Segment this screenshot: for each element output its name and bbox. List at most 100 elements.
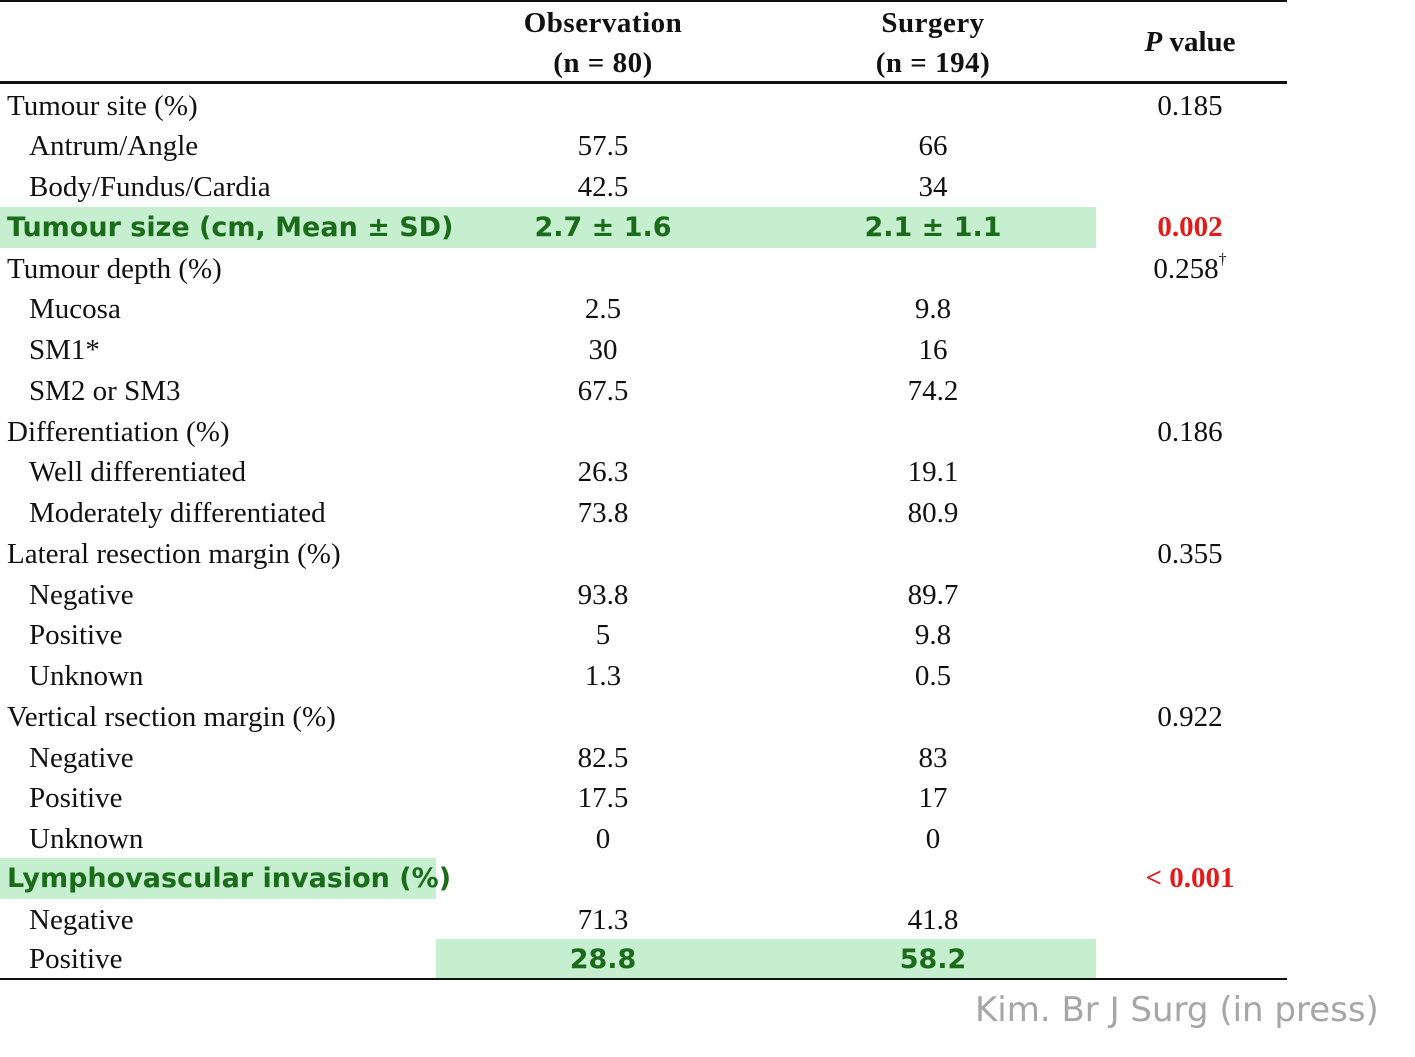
surgery-value	[783, 249, 1083, 290]
observation-value	[453, 412, 753, 453]
row-label: Antrum/Angle	[29, 130, 199, 162]
p-value	[1090, 819, 1290, 860]
observation-value	[453, 858, 753, 899]
observation-count: (n = 80)	[553, 47, 653, 79]
p-value: 0.185	[1157, 90, 1223, 122]
row-label: Moderately differentiated	[29, 497, 326, 529]
surgery-value	[783, 697, 1083, 738]
surgery-value: 41.8	[907, 904, 959, 936]
row-label: Lateral resection margin (%)	[7, 538, 341, 570]
row-label: Negative	[29, 904, 134, 936]
table-row: Moderately differentiated 73.8 80.9	[0, 493, 1287, 534]
row-label: Body/Fundus/Cardia	[29, 171, 271, 203]
observation-value: 26.3	[577, 456, 629, 488]
dagger-footnote-mark: †	[1218, 251, 1227, 268]
observation-value: 0	[595, 823, 611, 855]
p-word: value	[1169, 26, 1236, 58]
table-header-rule	[0, 81, 1287, 84]
p-value-number: 0.258	[1153, 253, 1219, 285]
p-value: 0.258†	[1090, 249, 1290, 290]
table-bottom-rule	[0, 978, 1287, 980]
table-row: Positive 17.5 17	[0, 778, 1287, 819]
table-top-rule	[0, 0, 1287, 2]
surgery-value: 89.7	[907, 579, 959, 611]
table-row: Positive 5 9.8	[0, 615, 1287, 656]
p-value	[1090, 452, 1290, 493]
p-value	[1090, 900, 1290, 941]
table-row: Tumour site (%) 0.185	[0, 86, 1287, 127]
observation-value	[453, 697, 753, 738]
table-row: Lateral resection margin (%) 0.355	[0, 534, 1287, 575]
surgery-value: 80.9	[907, 497, 959, 529]
table-row: Body/Fundus/Cardia 42.5 34	[0, 167, 1287, 208]
surgery-value: 74.2	[907, 375, 959, 407]
p-value	[1090, 738, 1290, 779]
p-value	[1090, 167, 1290, 208]
surgery-value: 16	[918, 334, 948, 366]
p-value	[1090, 289, 1290, 330]
p-value	[1090, 330, 1290, 371]
surgery-value	[783, 86, 1083, 127]
observation-value	[453, 86, 753, 127]
column-header-surgery: Surgery (n = 194)	[783, 3, 1083, 83]
row-label: Well differentiated	[29, 456, 246, 488]
column-header-p-value: P value	[1090, 22, 1290, 62]
observation-value: 42.5	[577, 171, 629, 203]
observation-value: 1.3	[584, 660, 622, 692]
observation-value: 73.8	[577, 497, 629, 529]
surgery-count: (n = 194)	[875, 47, 991, 79]
surgery-value: 0	[925, 823, 941, 855]
p-symbol: P	[1144, 26, 1163, 58]
table-row: SM1* 30 16	[0, 330, 1287, 371]
row-label: Tumour depth (%)	[7, 253, 222, 285]
row-label: Negative	[29, 742, 134, 774]
row-label: Vertical rsection margin (%)	[7, 701, 336, 733]
observation-title: Observation	[523, 7, 683, 39]
row-label: Positive	[29, 619, 123, 651]
row-label: Differentiation (%)	[7, 416, 230, 448]
row-label: Unknown	[29, 660, 144, 692]
table-row: Mucosa 2.5 9.8	[0, 289, 1287, 330]
p-value: 0.186	[1157, 416, 1223, 448]
surgery-title: Surgery	[881, 7, 985, 39]
observation-value	[453, 534, 753, 575]
observation-value: 2.5	[584, 293, 622, 325]
observation-value: 2.7 ± 1.6	[534, 212, 672, 243]
table-row: Differentiation (%) 0.186	[0, 412, 1287, 453]
p-value	[1090, 575, 1290, 616]
table-row-highlighted: Lymphovascular invasion (%) < 0.001	[0, 858, 1287, 899]
row-label: Positive	[29, 782, 123, 814]
p-value	[1090, 493, 1290, 534]
p-value: 0.355	[1157, 538, 1223, 570]
observation-value: 30	[588, 334, 618, 366]
table-row: Negative 93.8 89.7	[0, 575, 1287, 616]
surgery-value: 58.2	[899, 944, 967, 975]
table-row: Negative 82.5 83	[0, 738, 1287, 779]
p-value: 0.922	[1157, 701, 1223, 733]
row-label: Positive	[29, 943, 123, 975]
surgery-value: 9.8	[914, 619, 952, 651]
p-value	[1090, 126, 1290, 167]
surgery-value: 9.8	[914, 293, 952, 325]
surgery-value: 34	[918, 171, 948, 203]
table-row-highlighted: Tumour size (cm, Mean ± SD) 2.7 ± 1.6 2.…	[0, 207, 1287, 248]
surgery-value	[783, 534, 1083, 575]
table-row: SM2 or SM3 67.5 74.2	[0, 371, 1287, 412]
table-row: Well differentiated 26.3 19.1	[0, 452, 1287, 493]
surgery-value: 66	[918, 130, 948, 162]
row-label: SM2 or SM3	[29, 375, 181, 407]
row-label: Lymphovascular invasion (%)	[7, 863, 452, 894]
table-row: Tumour depth (%) 0.258†	[0, 249, 1287, 290]
table-row: Antrum/Angle 57.5 66	[0, 126, 1287, 167]
column-header-observation: Observation (n = 80)	[453, 3, 753, 83]
row-highlight	[436, 939, 1096, 980]
row-label: Negative	[29, 579, 134, 611]
p-value	[1090, 939, 1290, 980]
observation-value: 57.5	[577, 130, 629, 162]
surgery-value	[783, 858, 1083, 899]
observation-value: 28.8	[569, 944, 637, 975]
surgery-value: 0.5	[914, 660, 952, 692]
row-label: Unknown	[29, 823, 144, 855]
surgery-value	[783, 412, 1083, 453]
table-row: Vertical rsection margin (%) 0.922	[0, 697, 1287, 738]
